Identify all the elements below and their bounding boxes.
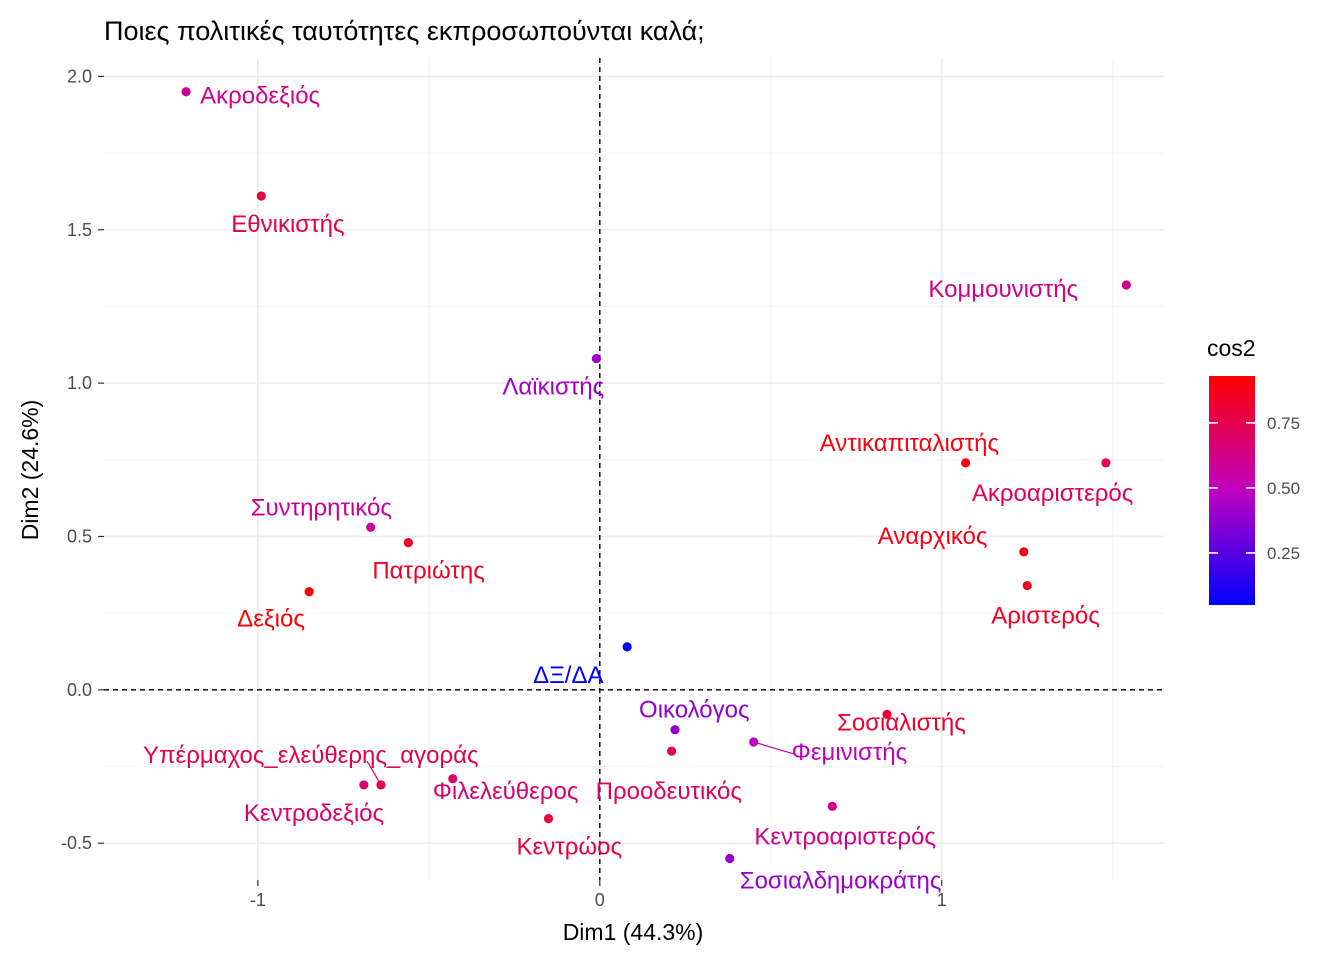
point-οικολόγος bbox=[670, 725, 680, 735]
point-φιλελεύθερος bbox=[448, 774, 458, 784]
point-σοσιαλιστής bbox=[882, 709, 892, 719]
point-πατριώτης bbox=[403, 538, 413, 548]
label-δεξιός: Δεξιός bbox=[237, 606, 305, 633]
label-υπέρμαχος-ελεύθερης-αγοράς: Υπέρμαχος_ελεύθερης_αγοράς bbox=[143, 742, 479, 769]
point-δξ-δα bbox=[622, 642, 632, 652]
label-κεντρώος: Κεντρώος bbox=[517, 834, 623, 861]
label-κομμουνιστής: Κομμουνιστής bbox=[928, 276, 1078, 303]
x-tick-label: 0 bbox=[595, 890, 605, 910]
point-ακροαριστερός bbox=[1101, 458, 1111, 468]
label-κεντροδεξιός: Κεντροδεξιός bbox=[244, 800, 384, 827]
label-αντικαπιταλιστής: Αντικαπιταλιστής bbox=[820, 430, 999, 457]
point-κεντροαριστερός bbox=[827, 801, 837, 811]
y-tick-label: 2.0 bbox=[67, 66, 92, 86]
leader-υπέρμαχος-ελεύθερης-αγοράς bbox=[366, 760, 382, 786]
point-αναρχικός bbox=[1019, 547, 1029, 557]
point-προοδευτικός bbox=[667, 746, 677, 756]
label-φεμινιστής: Φεμινιστής bbox=[792, 739, 908, 766]
point-σοσιαλδημοκράτης bbox=[725, 853, 735, 864]
point-ακροδεξιός bbox=[181, 87, 191, 97]
label-εθνικιστής: Εθνικιστής bbox=[231, 211, 344, 238]
legend-tick-label: 0.50 bbox=[1267, 479, 1300, 498]
x-tick-label: 1 bbox=[937, 890, 947, 910]
point-συντηρητικός bbox=[366, 522, 376, 532]
point-υπέρμαχος-ελεύθερης-αγοράς bbox=[376, 780, 386, 790]
legend-colorbar bbox=[1209, 376, 1255, 605]
legend-tick-label: 0.25 bbox=[1267, 544, 1300, 563]
label-σοσιαλδημοκράτης: Σοσιαλδημοκράτης bbox=[740, 868, 942, 895]
y-tick-label: 0.5 bbox=[67, 526, 92, 546]
x-tick-label: -1 bbox=[250, 890, 266, 910]
x-axis-title: Dim1 (44.3%) bbox=[563, 919, 704, 945]
label-αναρχικός: Αναρχικός bbox=[878, 523, 988, 550]
label-leader-lines bbox=[366, 741, 794, 786]
label-προοδευτικός: Προοδευτικός bbox=[596, 778, 742, 805]
label-δξ-δα: ΔΞ/ΔΑ bbox=[533, 662, 603, 689]
color-legend: cos2 0.25 0.50 0.75 bbox=[1207, 335, 1300, 605]
label-ακροαριστερός: Ακροαριστερός bbox=[972, 480, 1133, 507]
plot-area: Ακροδεξιός Εθνικιστής Κομμουνιστής Λαϊκιστή… bbox=[104, 58, 1164, 895]
point-κεντροδεξιός bbox=[359, 780, 369, 790]
x-axis: -1 0 1 bbox=[250, 880, 947, 910]
point-αριστερός bbox=[1022, 580, 1032, 591]
point-εθνικιστής bbox=[256, 191, 266, 201]
label-ακροδεξιός: Ακροδεξιός bbox=[200, 83, 320, 110]
leader-φεμινιστής bbox=[753, 741, 794, 755]
label-λαϊκιστής: Λαϊκιστής bbox=[502, 374, 604, 401]
point-λαϊκιστής bbox=[591, 353, 601, 364]
legend-title: cos2 bbox=[1207, 335, 1256, 361]
point-αντικαπιταλιστής bbox=[961, 458, 971, 468]
y-tick-label: 1.0 bbox=[67, 373, 92, 393]
point-κομμουνιστής bbox=[1121, 280, 1131, 290]
label-σοσιαλιστής: Σοσιαλιστής bbox=[837, 709, 966, 736]
label-κεντροαριστερός: Κεντροαριστερός bbox=[754, 823, 936, 850]
legend-ticks: 0.25 0.50 0.75 bbox=[1209, 414, 1300, 563]
data-points bbox=[181, 87, 1131, 864]
label-συντηρητικός: Συντηρητικός bbox=[251, 494, 392, 521]
label-οικολόγος: Οικολόγος bbox=[639, 697, 750, 724]
point-κεντρώος bbox=[543, 814, 554, 824]
point-φεμινιστής bbox=[749, 737, 759, 747]
data-labels: Ακροδεξιός Εθνικιστής Κομμουνιστής Λαϊκιστή… bbox=[143, 83, 1133, 895]
y-tick-label: 1.5 bbox=[67, 220, 92, 240]
chart-title: Ποιες πολιτικές ταυτότητες εκπροσωπούντα… bbox=[104, 16, 705, 46]
label-φιλελεύθερος: Φιλελεύθερος bbox=[433, 778, 579, 805]
y-tick-label: -0.5 bbox=[61, 833, 92, 853]
y-axis: -0.5 0.0 0.5 1.0 1.5 2.0 bbox=[61, 66, 104, 853]
y-axis-title: Dim2 (24.6%) bbox=[17, 400, 43, 541]
point-δεξιός bbox=[304, 587, 314, 597]
label-πατριώτης: Πατριώτης bbox=[372, 558, 484, 585]
y-tick-label: 0.0 bbox=[67, 680, 92, 700]
legend-tick-label: 0.75 bbox=[1267, 414, 1300, 433]
reference-lines bbox=[104, 58, 1164, 880]
label-αριστερός: Αριστερός bbox=[991, 603, 1100, 630]
